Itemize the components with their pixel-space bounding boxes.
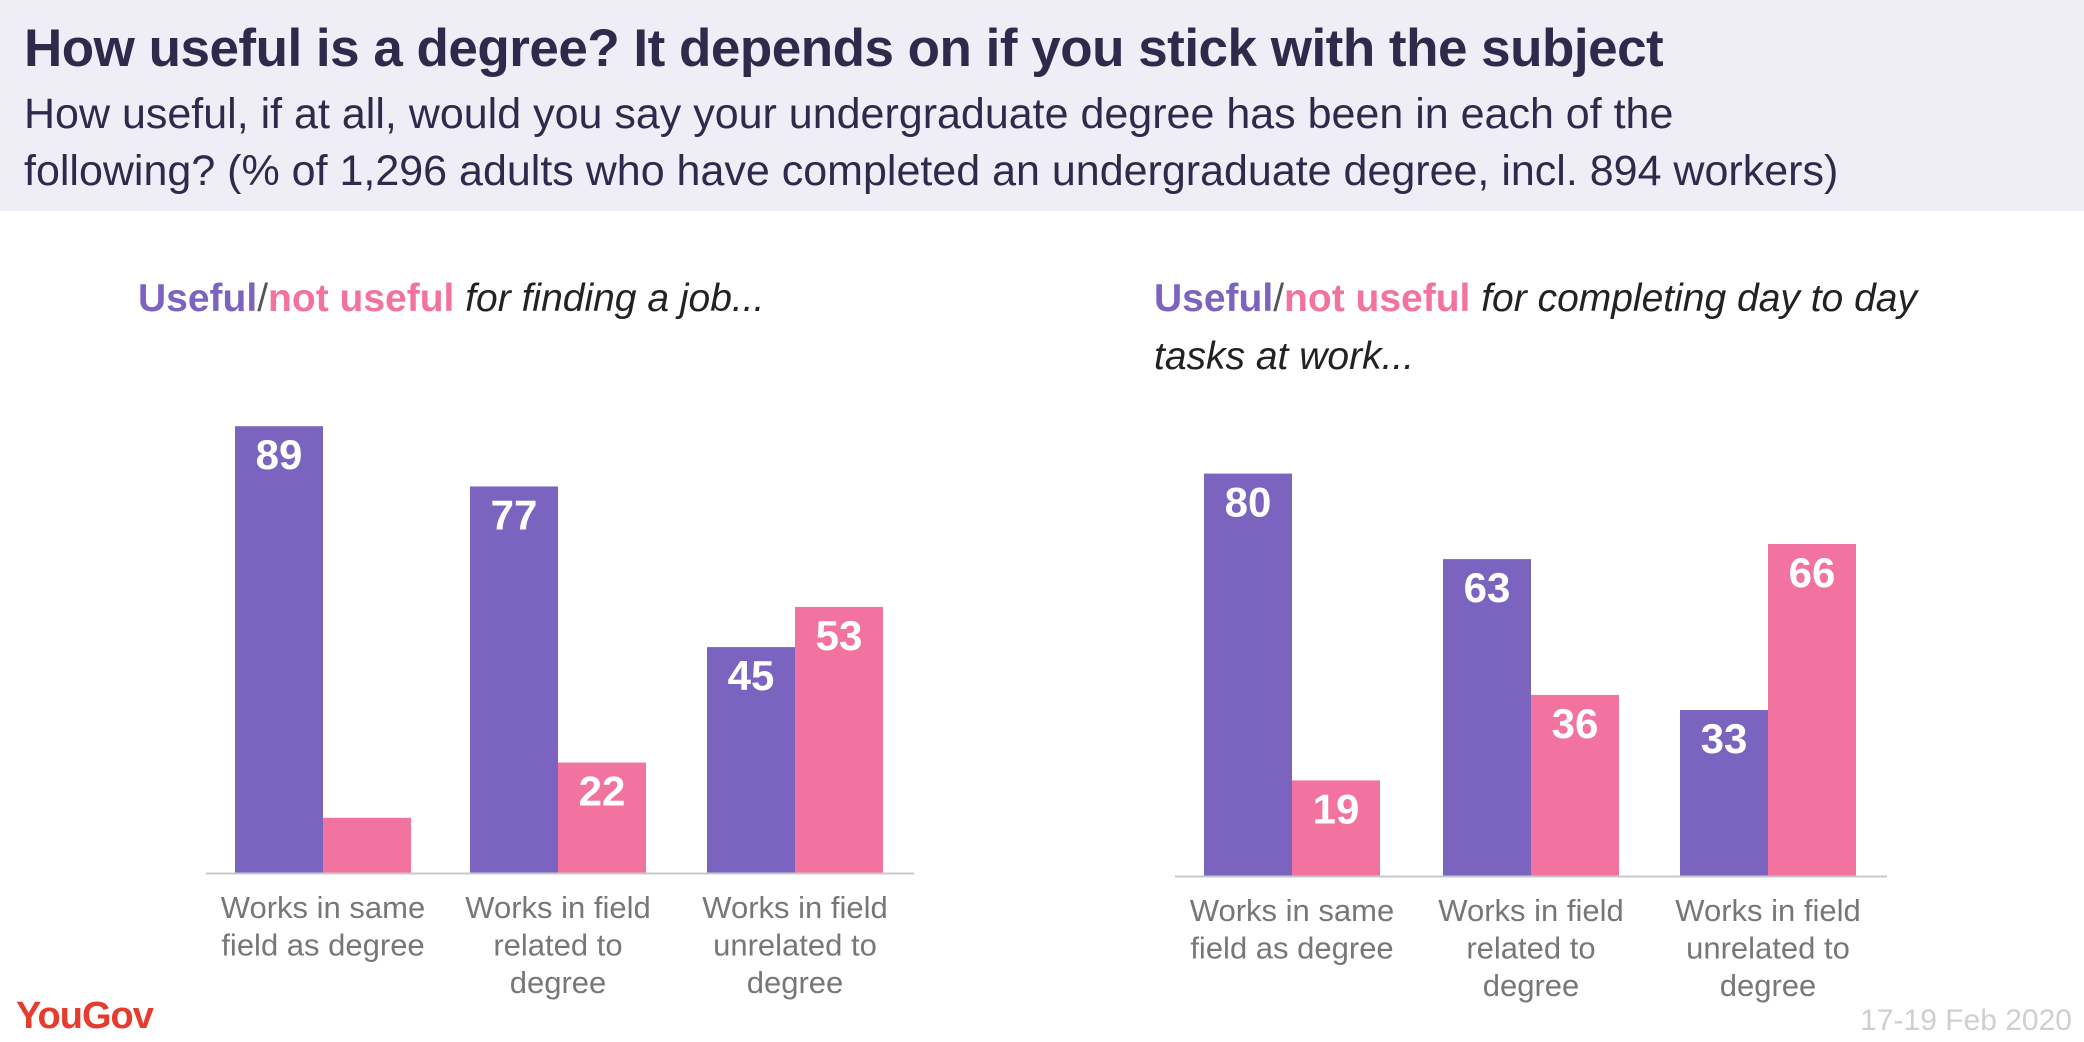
yougov-logo: YouGov	[16, 995, 154, 1037]
category-label: unrelated to	[1686, 931, 1850, 966]
subtitle-line-2: following? (% of 1,296 adults who have c…	[24, 147, 1839, 195]
category-label: unrelated to	[713, 928, 877, 963]
bar-useful	[707, 647, 795, 873]
header-band: How useful is a degree? It depends on if…	[0, 0, 2084, 211]
bar-useful	[235, 426, 323, 873]
subtitle-line-1: How useful, if at all, would you say you…	[24, 90, 1674, 138]
page-title: How useful is a degree? It depends on if…	[24, 19, 1664, 78]
survey-date: 17-19 Feb 2020	[1860, 1004, 2072, 1037]
legend-useful: Useful	[1154, 277, 1274, 320]
category-label: Works in same	[1190, 893, 1394, 928]
chart-2-title-text: for completing day to day	[1481, 277, 1917, 320]
bar-not-useful	[1768, 544, 1856, 876]
data-label: 66	[1789, 549, 1836, 596]
data-label: 53	[816, 612, 863, 659]
category-label: related to	[493, 928, 622, 963]
bar-useful	[1680, 710, 1768, 876]
data-label: 19	[1313, 785, 1360, 832]
data-label: 77	[491, 491, 538, 538]
chart-2-title: Useful/not useful for completing day to …	[1154, 270, 1917, 386]
data-label: 80	[1225, 479, 1272, 526]
bar-useful	[1443, 559, 1531, 876]
category-label: degree	[510, 965, 607, 1000]
legend-not-useful: not useful	[268, 277, 455, 320]
category-label: degree	[1720, 968, 1817, 1003]
category-label: Works in field	[702, 890, 888, 925]
category-label: degree	[1483, 968, 1580, 1003]
category-label: related to	[1466, 931, 1595, 966]
data-label: 36	[1552, 700, 1599, 747]
bar-not-useful	[558, 762, 646, 873]
data-label: 89	[256, 431, 303, 478]
bar-useful	[470, 486, 558, 873]
bar-not-useful	[795, 606, 883, 873]
chart-2-title-text-2: tasks at work...	[1154, 335, 1415, 378]
data-label: 45	[728, 652, 775, 699]
category-label: field as degree	[1190, 931, 1393, 966]
legend-useful: Useful	[138, 277, 258, 320]
data-label: 11	[345, 772, 389, 819]
bar-not-useful	[323, 817, 411, 873]
category-label: degree	[747, 965, 844, 1000]
chart-1-title: Useful/not useful for finding a job...	[138, 270, 764, 328]
category-label: Works in same	[221, 890, 425, 925]
bar-useful	[1204, 473, 1292, 876]
data-label: 33	[1701, 715, 1748, 762]
category-label: Works in field	[465, 890, 651, 925]
bar-not-useful	[1292, 780, 1380, 876]
data-label: 63	[1464, 564, 1511, 611]
data-label: 22	[579, 768, 626, 815]
legend-not-useful: not useful	[1284, 277, 1471, 320]
bar-not-useful	[1531, 694, 1619, 876]
category-label: field as degree	[221, 928, 424, 963]
category-label: Works in field	[1675, 893, 1861, 928]
chart-1-title-text: for finding a job...	[465, 277, 765, 320]
legend-separator: /	[1273, 277, 1285, 320]
legend-separator: /	[257, 277, 269, 320]
category-label: Works in field	[1438, 893, 1624, 928]
